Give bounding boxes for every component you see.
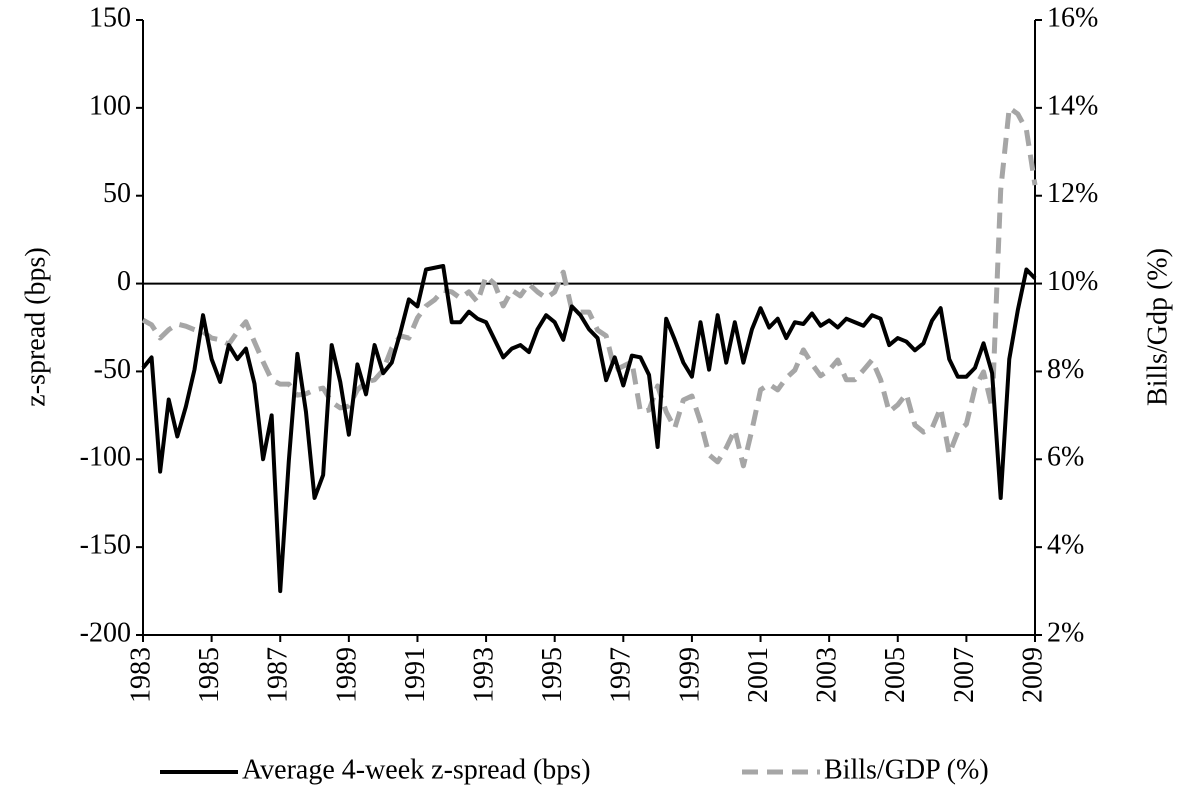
y-tick-label: -100 bbox=[80, 442, 131, 473]
x-tick-label: 1999 bbox=[674, 647, 705, 703]
x-tick-label: 1987 bbox=[263, 647, 294, 703]
series-line bbox=[141, 264, 1037, 594]
y-tick-label: -150 bbox=[80, 530, 131, 561]
y2-tick-label: 14% bbox=[1047, 90, 1098, 121]
y-tick-label: 0 bbox=[117, 266, 131, 297]
y-tick-label: 100 bbox=[89, 90, 131, 121]
y-tick-label: 150 bbox=[89, 2, 131, 33]
x-tick-label: 2007 bbox=[949, 647, 980, 703]
x-tick-label: 1989 bbox=[331, 647, 362, 703]
y2-tick-label: 2% bbox=[1047, 617, 1084, 648]
y2-axis-label: Bills/Gdp (%) bbox=[1142, 248, 1173, 406]
legend-label: Average 4-week z-spread (bps) bbox=[242, 754, 591, 785]
y2-tick-label: 4% bbox=[1047, 530, 1084, 561]
x-tick-label: 1993 bbox=[468, 647, 499, 703]
x-tick-label: 1985 bbox=[194, 647, 225, 703]
x-tick-label: 2005 bbox=[880, 647, 911, 703]
y-axis-label: z-spread (bps) bbox=[20, 247, 51, 406]
x-tick-label: 2003 bbox=[812, 647, 843, 703]
y2-tick-label: 12% bbox=[1047, 178, 1098, 209]
x-tick-label: 2001 bbox=[743, 647, 774, 703]
x-tick-label: 1983 bbox=[125, 647, 156, 703]
legend-label: Bills/GDP (%) bbox=[824, 754, 989, 785]
y2-tick-label: 8% bbox=[1047, 354, 1084, 385]
y-tick-label: 50 bbox=[103, 178, 131, 209]
y2-tick-label: 6% bbox=[1047, 442, 1084, 473]
y-tick-label: -200 bbox=[80, 617, 131, 648]
y2-tick-label: 16% bbox=[1047, 2, 1098, 33]
y-tick-label: -50 bbox=[94, 354, 131, 385]
series-line bbox=[141, 105, 1038, 469]
x-tick-label: 1991 bbox=[400, 647, 431, 703]
y2-tick-label: 10% bbox=[1047, 266, 1098, 297]
x-tick-label: 1995 bbox=[537, 647, 568, 703]
x-tick-label: 1997 bbox=[606, 647, 637, 703]
x-tick-label: 2009 bbox=[1017, 647, 1048, 703]
